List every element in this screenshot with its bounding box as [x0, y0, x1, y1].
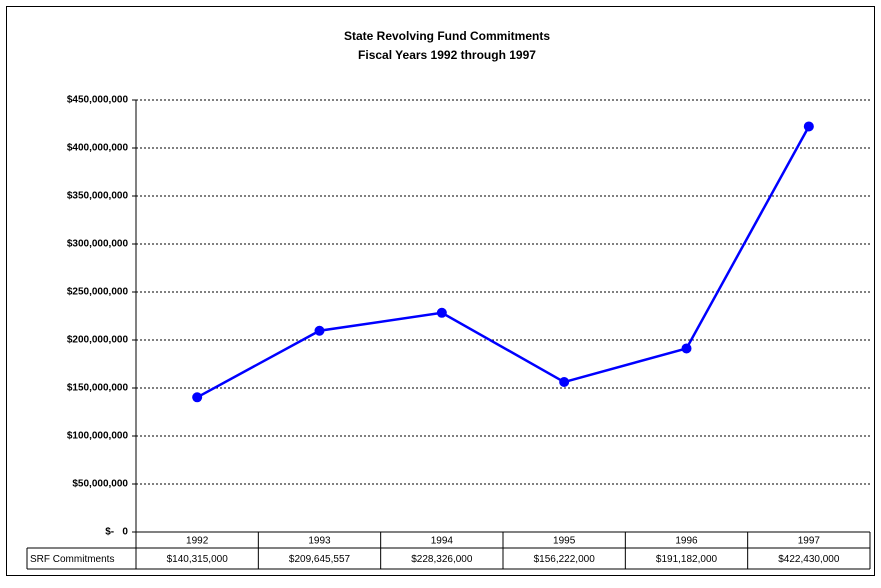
data-table-value: $140,315,000: [167, 554, 229, 565]
chart-frame: [6, 6, 875, 576]
x-tick-label: 1995: [553, 536, 576, 547]
y-tick-label: $200,000,000: [67, 335, 129, 346]
y-tick-label: $- 0: [105, 527, 128, 538]
y-tick-label: $250,000,000: [67, 287, 129, 298]
x-tick-label: 1992: [186, 536, 209, 547]
marker: [803, 121, 814, 132]
data-table-value: $156,222,000: [534, 554, 596, 565]
chart-subtitle: Fiscal Years 1992 through 1997: [358, 48, 536, 62]
x-tick-label: 1994: [431, 536, 454, 547]
x-tick-label: 1993: [308, 536, 331, 547]
data-table-value: $191,182,000: [656, 554, 718, 565]
y-tick-label: $50,000,000: [72, 479, 128, 490]
line: [196, 125, 810, 399]
y-tick-label: $350,000,000: [67, 191, 129, 202]
y-tick-label: $150,000,000: [67, 383, 129, 394]
x-tick-label: 1997: [798, 536, 821, 547]
marker: [559, 377, 570, 388]
data-table-value: $422,430,000: [778, 554, 840, 565]
marker: [192, 392, 203, 403]
marker: [681, 343, 692, 354]
data-table-value: $228,326,000: [411, 554, 473, 565]
y-tick-label: $450,000,000: [67, 95, 129, 106]
chart-title: State Revolving Fund Commitments: [344, 29, 550, 43]
marker: [436, 307, 447, 318]
y-tick-label: $100,000,000: [67, 431, 129, 442]
legend-label: SRF Commitments: [30, 554, 114, 565]
marker: [314, 325, 325, 336]
y-tick-label: $400,000,000: [67, 143, 129, 154]
x-tick-label: 1996: [675, 536, 698, 547]
data-table-value: $209,645,557: [289, 554, 351, 565]
y-tick-label: $300,000,000: [67, 239, 129, 250]
